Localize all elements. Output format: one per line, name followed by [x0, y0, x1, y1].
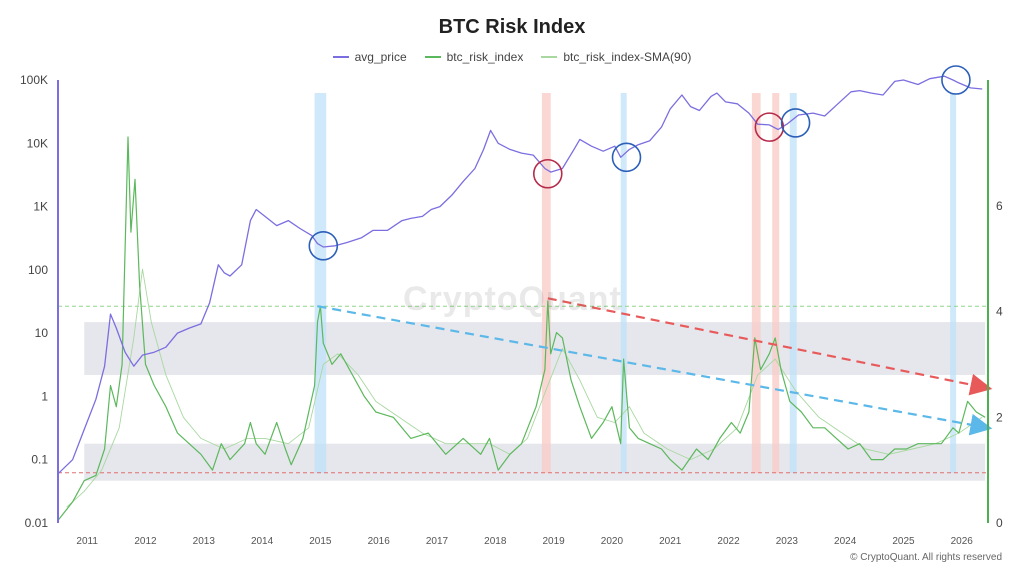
x-tick-label: 2022: [717, 536, 740, 547]
legend-item-btc-risk-index-sma[interactable]: btc_risk_index-SMA(90): [541, 50, 691, 64]
copyright-text: © CryptoQuant. All rights reserved: [850, 552, 1002, 563]
annotation-circle: [754, 112, 785, 142]
y-right-tick-label: 2: [996, 410, 1003, 424]
y-right-tick-label: 4: [996, 305, 1003, 319]
series-line-btc-risk-index-sma-90-: [66, 268, 983, 508]
highlight-band: [772, 93, 780, 473]
x-tick-label: 2011: [76, 536, 98, 547]
y-left-tick-label: 10K: [27, 136, 48, 150]
legend-label-avg-price: avg_price: [354, 50, 407, 64]
series-line-avg-price: [57, 75, 983, 475]
y-left-tick-label: 1K: [33, 200, 48, 214]
annotation-circle: [308, 230, 339, 261]
x-tick-label: 2014: [251, 536, 274, 547]
legend-item-btc-risk-index[interactable]: btc_risk_index: [424, 50, 524, 64]
annotation-circle: [780, 108, 811, 138]
legend-label-btc-risk-index-sma: btc_risk_index-SMA(90): [563, 50, 692, 64]
chart-title: BTC Risk Index: [438, 16, 586, 38]
y-left-tick-label: 100: [28, 263, 48, 277]
highlight-band: [541, 93, 551, 473]
legend: avg_price btc_risk_index btc_risk_index-…: [0, 50, 1024, 64]
x-tick-label: 2016: [368, 536, 391, 547]
risk-zone-band: [84, 322, 986, 375]
legend-swatch-avg-price: [332, 56, 349, 58]
y-right-tick-label: 6: [996, 199, 1003, 213]
annotation-circle: [941, 65, 971, 95]
x-tick-label: 2019: [542, 536, 565, 547]
highlight-band: [751, 93, 761, 473]
highlight-band: [620, 93, 627, 473]
highlight-band: [314, 93, 327, 473]
x-tick-label: 2026: [951, 536, 974, 547]
x-tick-label: 2012: [134, 536, 157, 547]
x-tick-label: 2013: [193, 536, 216, 547]
y-left-tick-label: 10: [35, 326, 49, 340]
watermark: CryptoQuant: [403, 280, 622, 318]
x-tick-label: 2020: [601, 536, 624, 547]
x-tick-label: 2015: [309, 536, 332, 547]
y-left-tick-label: 0.1: [31, 453, 48, 467]
annotation-circle: [532, 158, 563, 189]
x-tick-label: 2018: [484, 536, 507, 547]
x-tick-label: 2025: [892, 536, 915, 547]
annotation-circle: [611, 142, 642, 173]
legend-swatch-btc-risk-index: [424, 56, 441, 58]
x-tick-label: 2021: [659, 536, 682, 547]
legend-item-avg-price[interactable]: avg_price: [332, 50, 407, 64]
legend-swatch-btc-risk-index-sma: [541, 56, 558, 58]
x-tick-label: 2024: [834, 536, 857, 547]
y-left-tick-label: 100K: [20, 73, 48, 87]
y-left-tick-label: 0.01: [25, 516, 49, 530]
y-right-tick-label: 0: [996, 516, 1003, 530]
highlight-band: [789, 93, 797, 473]
series-line-btc-risk-index: [57, 136, 986, 521]
x-tick-label: 2017: [426, 536, 449, 547]
x-tick-label: 2023: [776, 536, 799, 547]
y-left-tick-label: 1: [41, 389, 48, 403]
legend-label-btc-risk-index: btc_risk_index: [446, 50, 524, 64]
highlight-band: [950, 93, 957, 473]
risk-zone-band: [84, 443, 986, 481]
trend-arrow: [317, 305, 993, 436]
